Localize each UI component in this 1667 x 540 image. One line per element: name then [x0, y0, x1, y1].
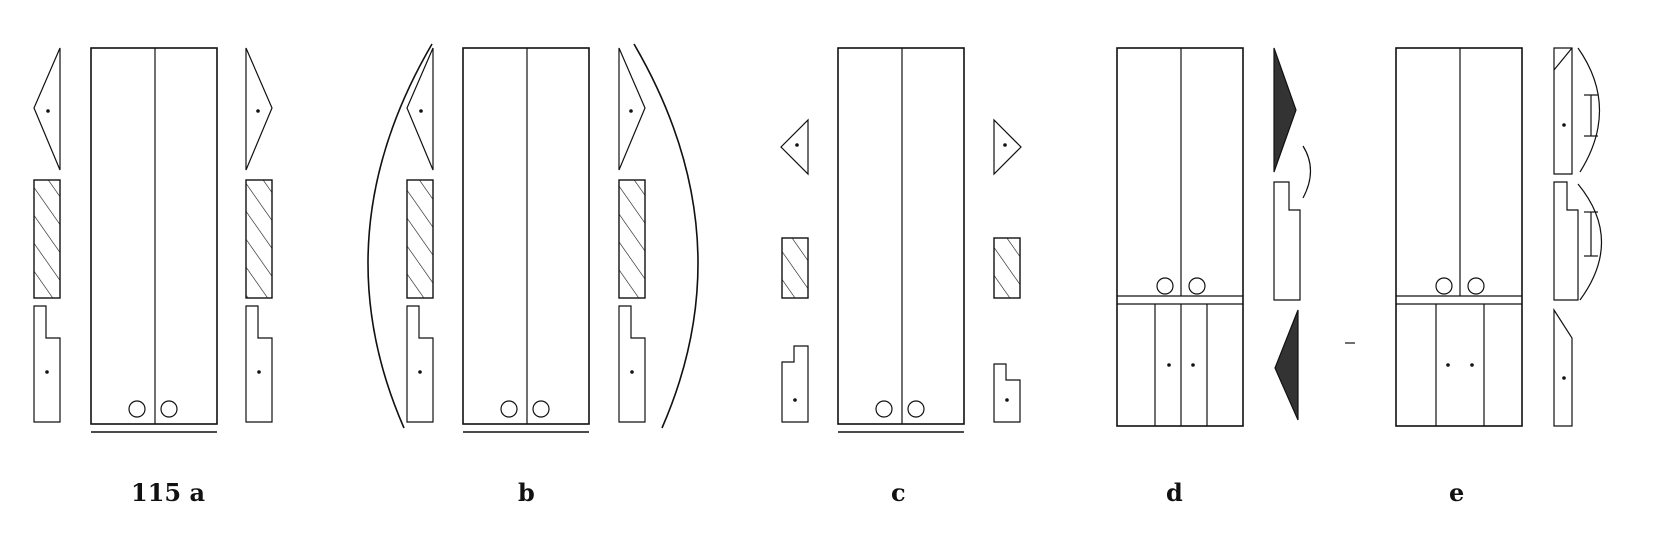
- central-panel: [90, 47, 218, 433]
- right-side-pieces: [1273, 47, 1312, 421]
- diagram-d: [1116, 47, 1312, 427]
- right-side-pieces: [993, 118, 1022, 423]
- diagram-b: [367, 43, 699, 433]
- label-c: c: [891, 478, 906, 507]
- diagram-a: [33, 47, 273, 433]
- central-panel: [1395, 47, 1523, 427]
- central-panel: [837, 47, 965, 433]
- label-b: b: [518, 478, 535, 507]
- left-side-pieces: [780, 118, 809, 423]
- label-a: 115 a: [131, 478, 206, 507]
- left-side-pieces: [33, 47, 61, 423]
- right-side-pieces: [1553, 47, 1603, 427]
- diagram-c: [780, 47, 1022, 433]
- label-e: e: [1449, 478, 1465, 507]
- central-panel: [1116, 47, 1244, 427]
- label-d: d: [1166, 478, 1183, 507]
- diagram-e: [1395, 47, 1603, 427]
- right-side-pieces: [618, 43, 699, 429]
- central-panel: [462, 47, 590, 433]
- right-side-pieces: [245, 47, 273, 423]
- left-side-pieces: [367, 43, 434, 429]
